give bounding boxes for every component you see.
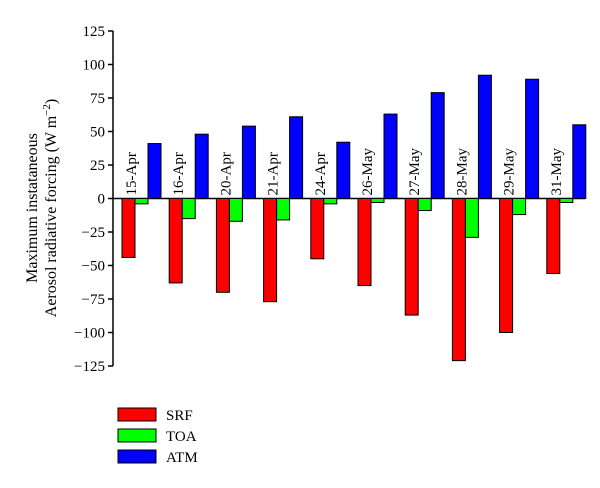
y-tick-label: −125 — [74, 359, 105, 375]
y-axis-label: Maximum instataneous Aerosol radiative f… — [24, 99, 60, 317]
y-axis-label-exponent: −2 — [41, 104, 53, 116]
y-tick-label: −75 — [82, 292, 105, 308]
legend-label-srf: SRF — [166, 408, 193, 424]
y-tick-label: 125 — [83, 24, 106, 40]
category-label: 29-May — [502, 148, 518, 196]
bar-toa — [370, 198, 385, 204]
bar-srf — [263, 198, 278, 303]
category-label: 26-May — [360, 148, 376, 196]
bar-srf — [357, 198, 372, 287]
bar-srf — [121, 198, 136, 258]
legend-label-atm: ATM — [166, 450, 198, 466]
y-tick-label: 50 — [90, 125, 105, 141]
bar-toa — [276, 198, 291, 221]
bar-srf — [451, 198, 466, 362]
bar-toa — [181, 198, 196, 220]
category-label: 16-Apr — [171, 152, 187, 195]
bars — [121, 74, 587, 362]
bar-toa — [323, 198, 338, 205]
y-axis-label-line1: Maximum instataneous — [24, 133, 41, 283]
y-tick-label: −50 — [82, 259, 105, 275]
bar-toa — [464, 198, 479, 238]
bar-atm — [572, 124, 587, 199]
y-tick-label: 0 — [98, 192, 106, 208]
y-tick-label: −100 — [74, 326, 105, 342]
bar-atm — [147, 143, 162, 199]
category-label: 31-May — [549, 148, 565, 196]
bar-atm — [525, 78, 540, 199]
bar-atm — [383, 113, 398, 199]
legend-swatch-toa — [117, 428, 157, 443]
bar-atm — [336, 141, 351, 199]
category-labels: 15-Apr 16-Apr 20-Apr 21-Apr 24-Apr 26-May 27-M… — [124, 148, 565, 196]
y-tick-label: 75 — [90, 91, 105, 107]
bar-toa — [134, 198, 149, 205]
bar-srf — [310, 198, 325, 260]
category-label: 27-May — [407, 148, 423, 196]
bar-srf — [215, 198, 230, 293]
category-label: 15-Apr — [124, 152, 140, 195]
bar-srf — [546, 198, 561, 275]
y-tick-label: −25 — [82, 225, 105, 241]
bar-toa — [559, 198, 574, 204]
y-axis-label-text: Aerosol radiative forcing (W m — [43, 115, 60, 317]
legend: SRF TOA ATM — [117, 407, 198, 466]
bar-atm — [289, 116, 304, 199]
y-tick-label: 100 — [83, 58, 106, 74]
legend-swatch-srf — [117, 407, 157, 422]
bar-atm — [477, 74, 492, 199]
bar-srf — [499, 198, 514, 333]
bar-toa — [228, 198, 243, 222]
y-axis-label-line2: Aerosol radiative forcing (W m−2) — [41, 99, 60, 317]
bar-atm — [194, 133, 209, 199]
axes: 125 100 75 50 25 0 −25 −50 −75 −100 −125 — [74, 24, 585, 375]
category-label: 20-Apr — [218, 152, 234, 195]
bar-toa — [512, 198, 527, 216]
category-label: 24-Apr — [313, 152, 329, 195]
legend-label-toa: TOA — [166, 429, 197, 445]
y-tick-label: 25 — [90, 158, 105, 174]
category-label: 21-Apr — [266, 152, 282, 195]
bar-toa — [417, 198, 432, 212]
legend-swatch-atm — [117, 449, 157, 464]
category-label: 28-May — [454, 148, 470, 196]
bar-srf — [168, 198, 183, 284]
bar-srf — [404, 198, 419, 316]
bar-atm — [241, 125, 256, 199]
y-axis-label-close: ) — [43, 99, 60, 104]
bar-atm — [430, 92, 445, 199]
